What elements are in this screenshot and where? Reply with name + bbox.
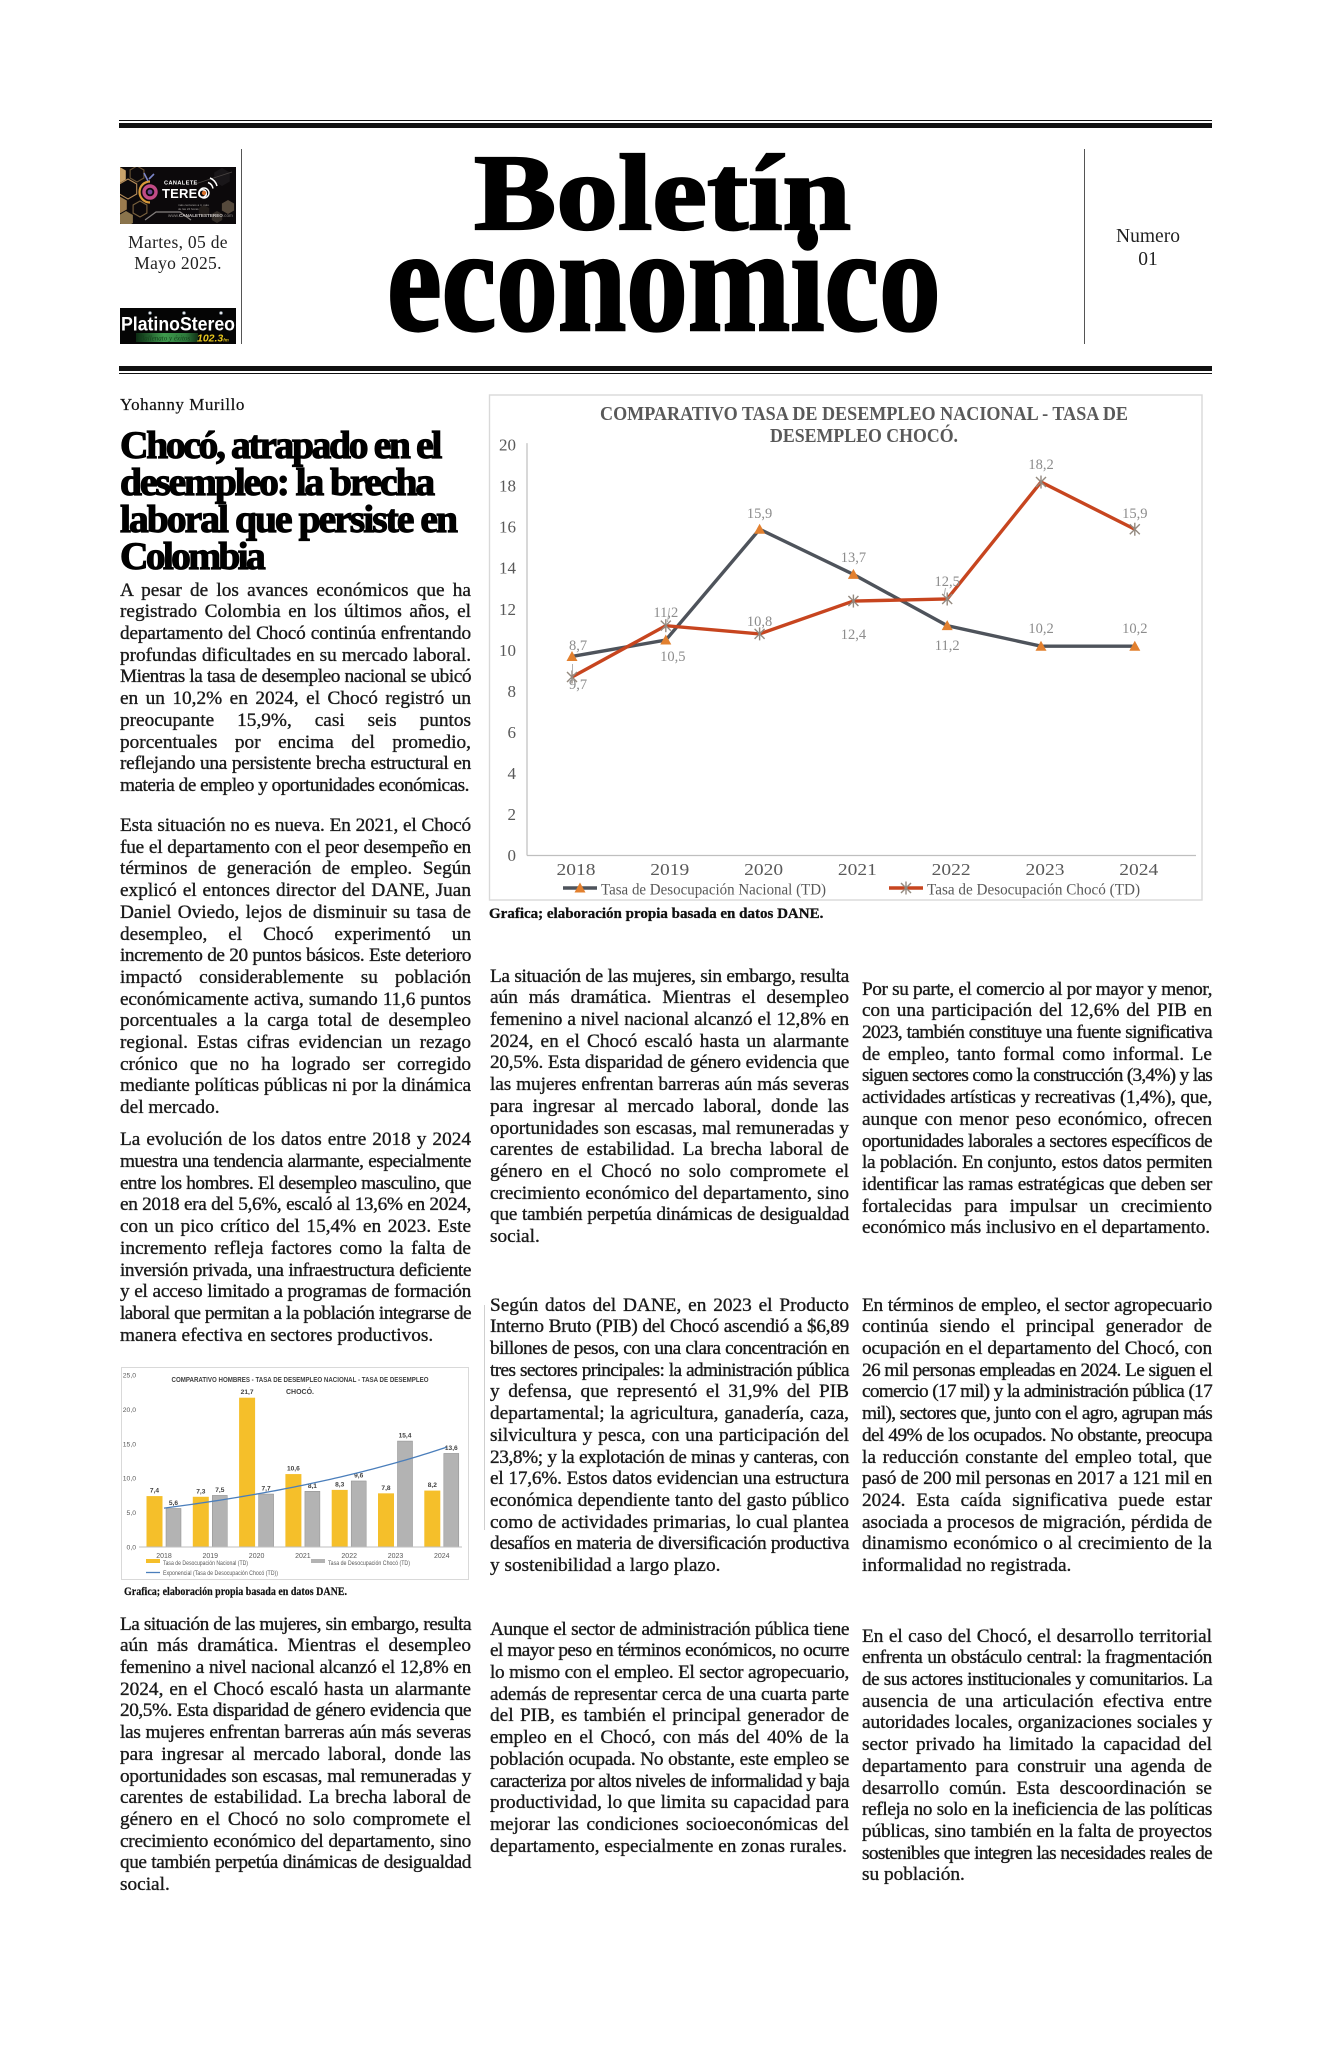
svg-text:21,7: 21,7 xyxy=(241,1389,254,1396)
svg-text:5,0: 5,0 xyxy=(127,1510,137,1517)
svg-text:10: 10 xyxy=(499,641,516,660)
svg-text:11,2: 11,2 xyxy=(935,638,960,654)
svg-text:DESEMPLEO CHOCÓ.: DESEMPLEO CHOCÓ. xyxy=(770,423,958,447)
svg-text:10,6: 10,6 xyxy=(287,1466,300,1473)
svg-text:CHOCÓ.: CHOCÓ. xyxy=(286,1387,314,1396)
svg-text:2018: 2018 xyxy=(557,860,596,879)
svg-text:2024: 2024 xyxy=(434,1553,450,1560)
svg-text:6: 6 xyxy=(508,723,517,742)
svg-text:más cercanos a ti, más: más cercanos a ti, más xyxy=(178,203,209,207)
svg-text:15,0: 15,0 xyxy=(123,1441,136,1448)
svg-text:12,5: 12,5 xyxy=(935,574,960,590)
svg-text:2019: 2019 xyxy=(650,860,689,879)
svg-text:8,1: 8,1 xyxy=(308,1483,317,1490)
svg-text:14: 14 xyxy=(499,559,517,578)
svg-text:10,2: 10,2 xyxy=(1028,621,1053,637)
svg-text:25,0: 25,0 xyxy=(123,1373,136,1380)
svg-text:7,3: 7,3 xyxy=(196,1488,205,1495)
svg-text:102.3fm: 102.3fm xyxy=(197,332,229,344)
svg-text:de las 24 horas: de las 24 horas xyxy=(178,207,199,211)
svg-text:TEREO: TEREO xyxy=(162,186,208,201)
svg-text:13,7: 13,7 xyxy=(841,550,866,566)
svg-text:CANALETE: CANALETE xyxy=(164,180,198,186)
svg-text:2021: 2021 xyxy=(295,1553,311,1560)
svg-text:2023: 2023 xyxy=(1026,860,1065,879)
svg-text:8: 8 xyxy=(508,682,517,701)
svg-text:Exponencial (Tasa de Desocupac: Exponencial (Tasa de Desocupación Chocó … xyxy=(163,1571,278,1577)
svg-text:0,0: 0,0 xyxy=(127,1545,137,1552)
svg-text:7,4: 7,4 xyxy=(150,1488,159,1495)
svg-text:2022: 2022 xyxy=(341,1553,357,1560)
svg-text:0: 0 xyxy=(508,846,517,865)
svg-text:7,5: 7,5 xyxy=(215,1487,224,1494)
svg-text:2024: 2024 xyxy=(1119,860,1159,879)
svg-text:8,3: 8,3 xyxy=(335,1481,344,1488)
svg-text:Tasa de Desocupación Chocó (TD: Tasa de Desocupación Chocó (TD) xyxy=(927,882,1140,899)
svg-text:Tasa de Desocupación Nacional: Tasa de Desocupación Nacional (TD) xyxy=(163,1561,248,1567)
svg-text:9,7: 9,7 xyxy=(569,677,587,693)
svg-text:2021: 2021 xyxy=(838,860,877,879)
svg-text:15,4: 15,4 xyxy=(399,1433,412,1440)
svg-text:7,8: 7,8 xyxy=(381,1485,390,1492)
svg-text:2022: 2022 xyxy=(932,860,971,879)
svg-text:Ballenato y éxitos: Ballenato y éxitos xyxy=(140,334,190,342)
svg-text:12: 12 xyxy=(499,600,516,619)
svg-text:COMPARATIVO HOMBRES - TASA DE: COMPARATIVO HOMBRES - TASA DE DESEMPLEO … xyxy=(172,1377,429,1384)
svg-text:2020: 2020 xyxy=(744,860,783,879)
svg-text:2023: 2023 xyxy=(388,1553,404,1560)
svg-text:18: 18 xyxy=(499,477,516,496)
svg-text:Tasa de Desocupación Chocó (TD: Tasa de Desocupación Chocó (TD) xyxy=(328,1561,410,1567)
svg-text:9,6: 9,6 xyxy=(354,1472,363,1479)
svg-text:12,4: 12,4 xyxy=(841,627,867,643)
svg-text:PlatinoStereo: PlatinoStereo xyxy=(121,314,235,335)
svg-text:15,9: 15,9 xyxy=(747,506,772,522)
svg-text:10,8: 10,8 xyxy=(747,614,772,630)
svg-text:20,0: 20,0 xyxy=(123,1407,136,1414)
svg-text:5,6: 5,6 xyxy=(169,1500,178,1507)
svg-text:COMPARATIVO TASA DE DESEMPLEO: COMPARATIVO TASA DE DESEMPLEO NACIONAL -… xyxy=(600,403,1128,425)
svg-text:2019: 2019 xyxy=(203,1553,219,1560)
svg-text:8,7: 8,7 xyxy=(569,638,587,654)
svg-text:www.CANALETESTEREO.com: www.CANALETESTEREO.com xyxy=(168,213,233,218)
svg-text:13,6: 13,6 xyxy=(445,1445,458,1452)
svg-text:20: 20 xyxy=(499,436,516,455)
svg-text:11,2: 11,2 xyxy=(653,605,678,621)
svg-text:2020: 2020 xyxy=(249,1553,265,1560)
svg-text:4: 4 xyxy=(508,764,517,783)
svg-text:10,5: 10,5 xyxy=(660,649,685,665)
svg-text:Tasa de Desocupación Nacional: Tasa de Desocupación Nacional (TD) xyxy=(601,882,826,899)
svg-text:18,2: 18,2 xyxy=(1028,457,1053,473)
svg-text:15,9: 15,9 xyxy=(1122,506,1147,522)
svg-text:2: 2 xyxy=(508,805,517,824)
svg-text:2018: 2018 xyxy=(156,1553,172,1560)
svg-text:16: 16 xyxy=(499,518,516,537)
svg-text:10,2: 10,2 xyxy=(1122,621,1147,637)
svg-text:7,7: 7,7 xyxy=(262,1486,271,1493)
svg-text:10,0: 10,0 xyxy=(123,1476,136,1483)
svg-text:8,2: 8,2 xyxy=(428,1482,437,1489)
